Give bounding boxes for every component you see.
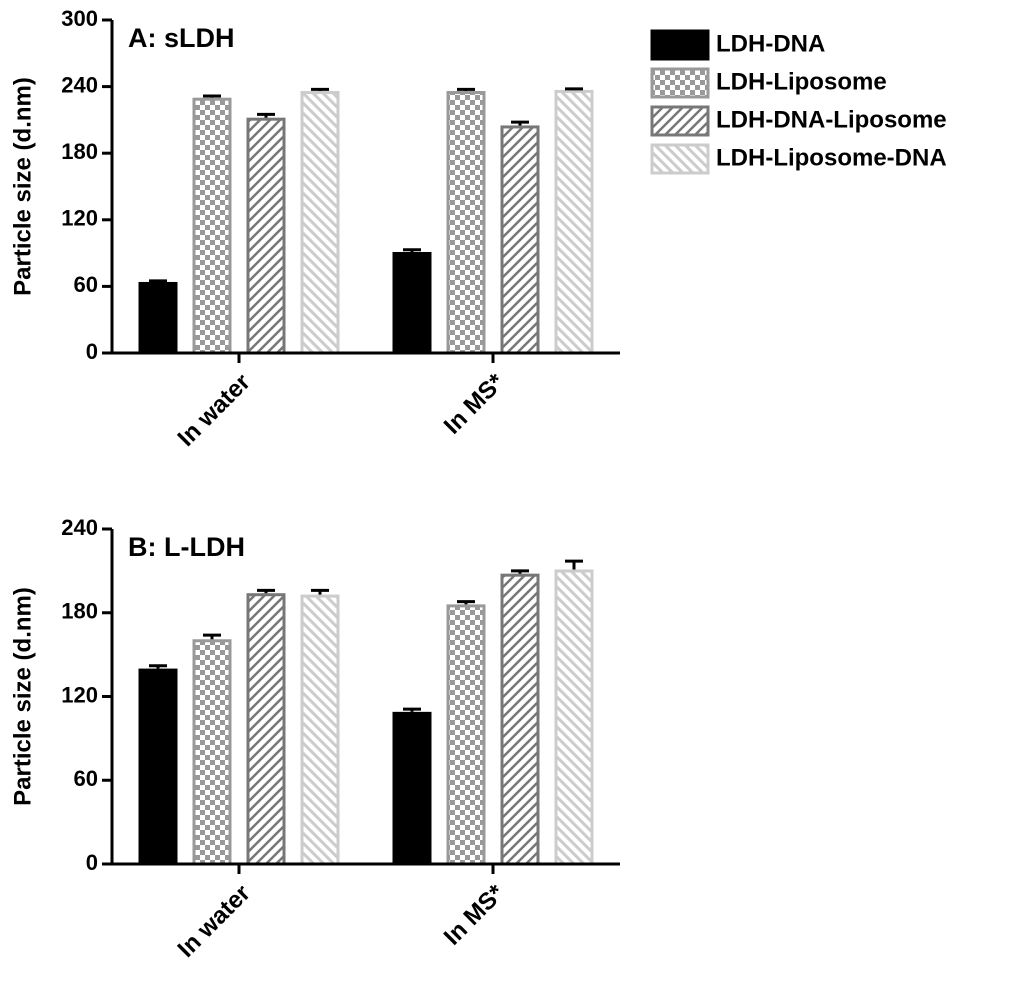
error-bar <box>311 588 329 595</box>
bar <box>500 573 540 866</box>
error-bar <box>203 94 221 98</box>
error-bar <box>565 559 583 570</box>
bar <box>554 89 594 355</box>
bar <box>246 117 286 355</box>
y-tick-label: 120 <box>61 682 98 707</box>
y-tick-label: 120 <box>61 206 98 231</box>
chart-title: B: L-LDH <box>128 532 245 562</box>
y-tick-label: 60 <box>74 272 98 297</box>
y-tick-label: 180 <box>61 599 98 624</box>
legend-swatch <box>650 143 710 175</box>
bar <box>138 281 178 355</box>
x-tick-label: In water <box>172 369 255 452</box>
legend-swatch <box>650 29 710 61</box>
y-tick-label: 0 <box>86 339 98 364</box>
legend-label: LDH-DNA <box>716 30 825 57</box>
error-bar <box>511 120 529 126</box>
bar <box>300 91 340 355</box>
error-bar <box>403 248 421 252</box>
bar <box>392 711 432 866</box>
legend-label: LDH-Liposome <box>716 68 887 95</box>
error-bar <box>257 588 275 594</box>
error-bar <box>203 633 221 640</box>
bar <box>446 604 486 866</box>
y-tick-label: 240 <box>61 515 98 540</box>
bar <box>192 639 232 866</box>
y-tick-label: 60 <box>74 766 98 791</box>
bar <box>446 91 486 355</box>
legend-swatch <box>650 67 710 99</box>
error-bar <box>457 87 475 92</box>
error-bar <box>565 87 583 91</box>
y-axis-label: Particle size (d.nm) <box>9 77 36 296</box>
error-bar <box>511 569 529 574</box>
error-bar <box>403 707 421 712</box>
y-tick-label: 0 <box>86 850 98 875</box>
bar <box>500 125 540 355</box>
legend-swatch <box>650 105 710 137</box>
legend-label: LDH-DNA-Liposome <box>716 106 947 133</box>
error-bar <box>311 87 329 92</box>
bar <box>192 97 232 355</box>
chart-title: A: sLDH <box>128 23 235 53</box>
bar <box>392 251 432 355</box>
y-tick-label: 300 <box>61 6 98 31</box>
error-bar <box>149 279 167 283</box>
error-bar <box>257 112 275 118</box>
x-tick-label: In MS* <box>439 368 510 439</box>
error-bar <box>457 600 475 605</box>
legend-label: LDH-Liposome-DNA <box>716 144 947 171</box>
y-tick-label: 180 <box>61 139 98 164</box>
x-tick-label: In water <box>172 880 255 963</box>
y-tick-label: 240 <box>61 72 98 97</box>
bar <box>138 668 178 866</box>
error-bar <box>149 664 167 669</box>
bar <box>246 593 286 866</box>
y-axis-label: Particle size (d.nm) <box>9 587 36 806</box>
x-tick-label: In MS* <box>439 879 510 950</box>
bar <box>300 594 340 866</box>
bar <box>554 569 594 866</box>
